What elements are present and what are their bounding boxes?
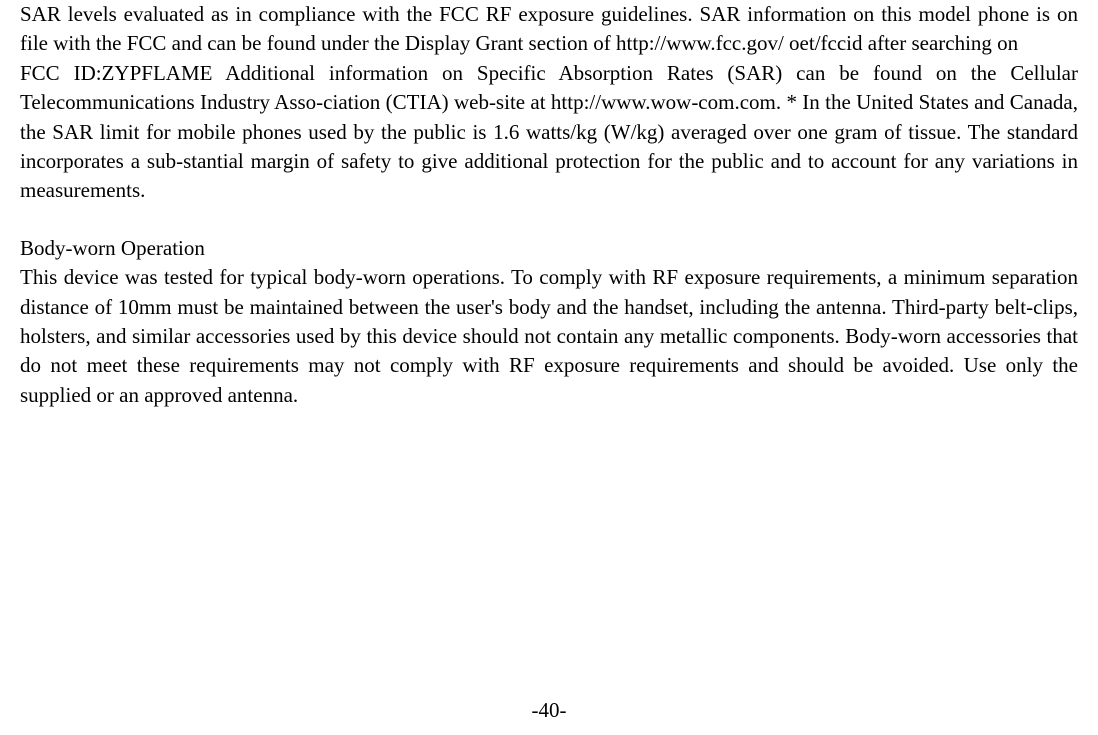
document-page: SAR levels evaluated as in compliance wi… [0,0,1098,735]
paragraph-1: SAR levels evaluated as in compliance wi… [20,0,1078,59]
paragraph-spacer [20,206,1078,234]
paragraph-3: This device was tested for typical body-… [20,263,1078,410]
section-heading-bodyworn: Body-worn Operation [20,234,1078,263]
paragraph-2: FCC ID:ZYPFLAME Additional information o… [20,59,1078,206]
page-number: -40- [0,698,1098,723]
